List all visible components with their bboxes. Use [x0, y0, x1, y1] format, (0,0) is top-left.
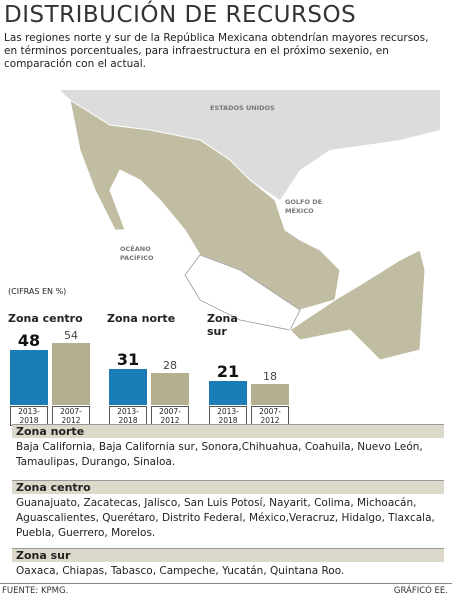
value-label: 18 [263, 370, 277, 384]
section-title: Zona norte [12, 424, 444, 438]
credit: GRÁFICO EE. [393, 586, 448, 596]
category-label: 2007-2012 [52, 406, 90, 426]
map-label: OCÉANO PACÍFICO [120, 245, 154, 262]
title: DISTRIBUCIÓN DE RECURSOS [4, 2, 357, 28]
bar [52, 342, 90, 405]
map-label: GOLFO DE MÉXICO [285, 198, 323, 215]
section-text: Guanajuato, Zacatecas, Jalisco, San Luis… [16, 497, 435, 539]
section-text: Oaxaca, Chiapas, Tabasco, Campeche, Yuca… [16, 565, 345, 577]
us-area [60, 90, 440, 200]
bar [109, 369, 147, 405]
section-title: Zona centro [12, 480, 444, 494]
value-label: 48 [17, 330, 41, 350]
bar [209, 380, 247, 405]
subtitle: Las regiones norte y sur de la República… [4, 32, 429, 70]
category-label: 2013-2018 [10, 406, 48, 426]
source: FUENTE: KPMG. [2, 586, 69, 596]
chart-title: Zona sur [207, 312, 238, 338]
value-label: 54 [64, 328, 78, 342]
note: (CIFRAS EN %) [8, 287, 67, 296]
mexico-south [289, 249, 426, 361]
section-text: Baja California, Baja California sur, So… [16, 441, 423, 468]
category-label: 2013-2018 [209, 406, 247, 426]
category-label: 2013-2018 [109, 406, 147, 426]
chart-title: Zona centro [8, 312, 83, 325]
category-label: 2007-2012 [251, 406, 289, 426]
bar [251, 384, 289, 405]
value-label: 31 [116, 350, 140, 370]
value-label: 28 [163, 358, 177, 372]
footer: FUENTE: KPMG. GRÁFICO EE. [0, 583, 452, 596]
bar [151, 372, 189, 405]
section-title: Zona sur [12, 548, 444, 562]
value-label: 21 [216, 361, 240, 381]
bar [10, 349, 48, 405]
map: ESTADOS UNIDOS GOLFO DE MÉXICO OCÉANO PA… [60, 90, 440, 361]
category-label: 2007-2012 [151, 406, 189, 426]
chart-title: Zona norte [107, 312, 176, 325]
map-label: ESTADOS UNIDOS [210, 104, 275, 112]
